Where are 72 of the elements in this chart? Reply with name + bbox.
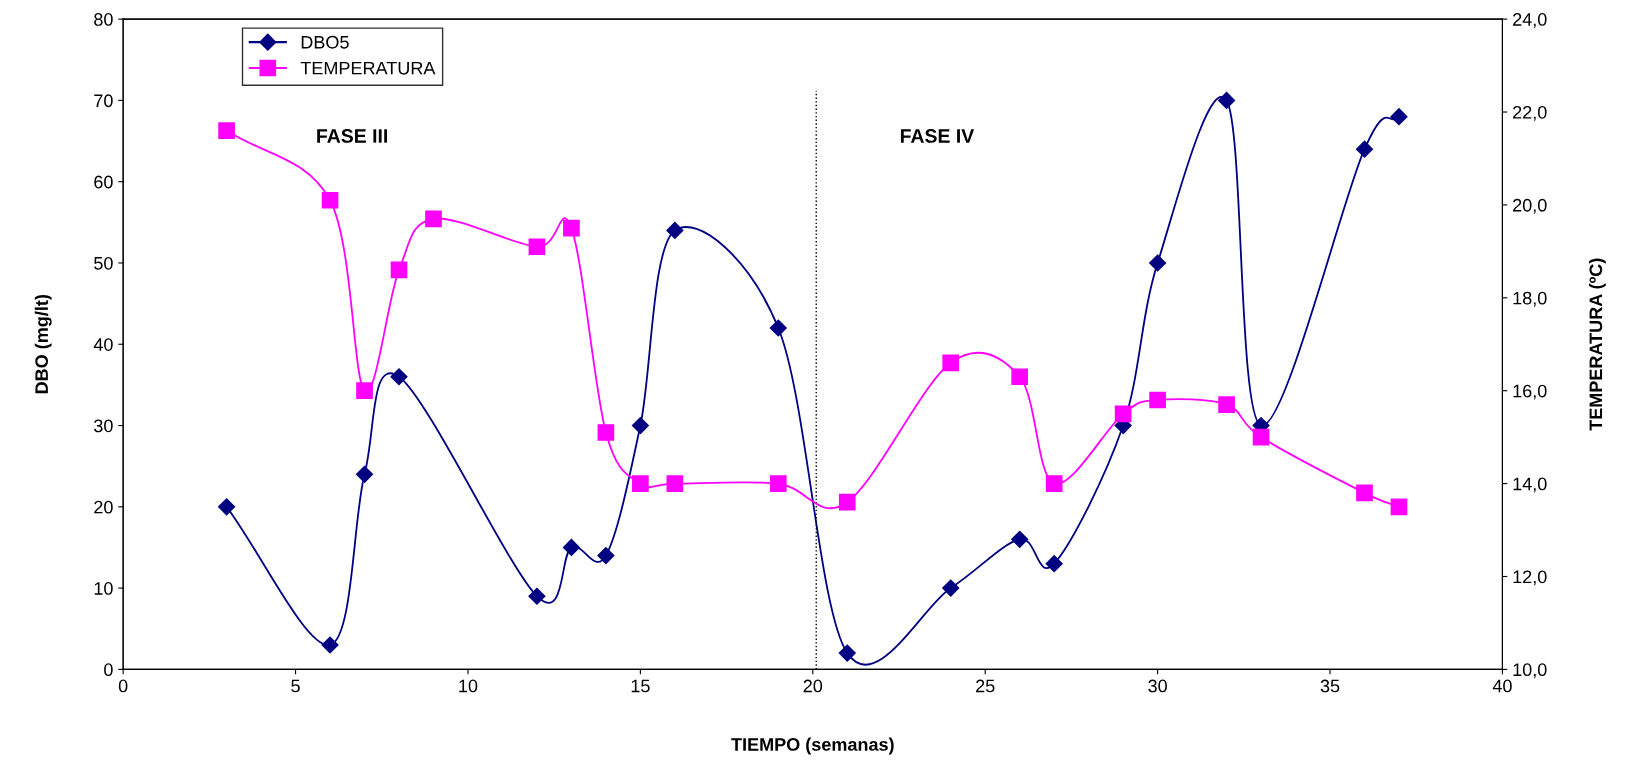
point: [1252, 428, 1270, 446]
point: [1390, 498, 1408, 516]
point: [632, 475, 649, 492]
point: [562, 538, 580, 557]
point: [597, 424, 615, 441]
point: [218, 498, 236, 516]
point: [838, 644, 856, 662]
x-tick-label: 35: [1320, 679, 1340, 693]
y-tick-label: 40: [93, 338, 113, 351]
point: [1355, 140, 1374, 158]
x-tick-label: 30: [1148, 679, 1167, 693]
point: [838, 493, 856, 511]
y2-tick-label: 22,0: [1513, 105, 1547, 121]
y2-tick-label: 18,0: [1513, 291, 1547, 307]
point: [1218, 396, 1235, 413]
point: [1045, 475, 1063, 492]
point: [390, 261, 408, 279]
point: [1390, 108, 1408, 126]
point: [1011, 530, 1029, 548]
point: [1149, 391, 1166, 409]
y-tick-label: 80: [94, 13, 113, 26]
point: [563, 219, 580, 237]
y-tick-label: 10: [94, 582, 113, 595]
y2-tick-label: 10,0: [1513, 663, 1547, 679]
point: [528, 238, 546, 256]
y2-tick-label: 24,0: [1513, 13, 1547, 28]
y-tick-label: 60: [94, 175, 113, 189]
point: [1356, 484, 1373, 502]
y2-tick-label: 16,0: [1513, 384, 1547, 400]
point: [321, 191, 339, 209]
y-tick-label: 50: [94, 256, 113, 270]
point: [1045, 555, 1063, 573]
point: [666, 475, 684, 492]
point: [631, 416, 649, 435]
point: [597, 547, 615, 565]
y-tick-label: 20: [94, 500, 113, 514]
annotation: FASE IV: [900, 129, 975, 143]
y-axis-title: DBO (mg/lt): [34, 295, 52, 394]
legend-label: TEMPERATURA: [300, 61, 436, 75]
y2-tick-label: 20,0: [1513, 198, 1547, 214]
x-tick-label: 10: [459, 679, 478, 693]
point: [1114, 405, 1132, 423]
point: [355, 465, 374, 483]
x-tick-label: 20: [803, 679, 823, 693]
annotation: FASE III: [317, 129, 388, 143]
x-axis-title: TIEMPO (semanas): [731, 737, 894, 755]
point: [942, 354, 960, 372]
x-tick-label: 5: [291, 679, 300, 693]
point: [1218, 91, 1236, 109]
x-tick-label: 0: [118, 679, 128, 693]
x-tick-label: 40: [1492, 679, 1512, 693]
point: [390, 368, 408, 386]
point: [528, 587, 546, 605]
point: [1149, 254, 1167, 272]
point: [356, 382, 373, 400]
point: [769, 475, 787, 492]
point: [769, 319, 787, 337]
point: [218, 122, 235, 139]
point: [666, 221, 684, 240]
legend-label: DBO5: [301, 35, 349, 49]
point: [425, 210, 442, 228]
y-tick-label: 70: [94, 94, 113, 108]
y2-tick-label: 12,0: [1513, 570, 1547, 586]
point: [1011, 368, 1029, 386]
y2-tick-label: 14,0: [1513, 477, 1547, 493]
point: [942, 579, 960, 597]
y-tick-label: 30: [94, 419, 113, 433]
x-tick-label: 15: [631, 679, 650, 693]
x-tick-label: 25: [976, 679, 995, 693]
y2-axis-title: TEMPERATURA (ºC): [1588, 258, 1606, 431]
point: [321, 636, 339, 654]
y-tick-label: 0: [104, 663, 113, 677]
